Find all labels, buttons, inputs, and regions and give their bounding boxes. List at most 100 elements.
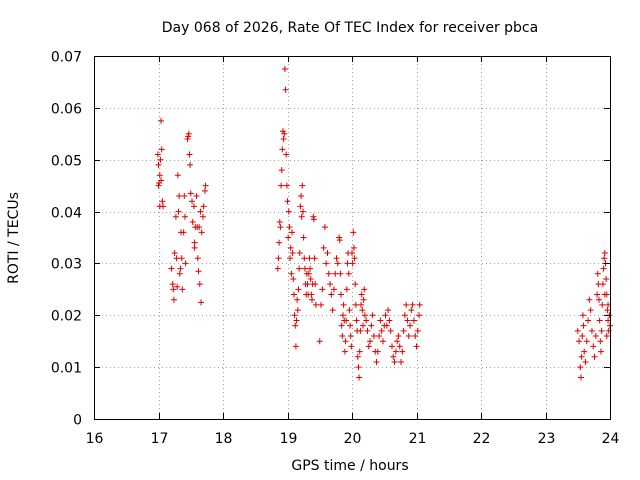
data-point: [336, 237, 343, 244]
data-point: [390, 353, 397, 360]
y-tick-label: 0.05: [51, 154, 82, 170]
x-tick-label: 20: [344, 431, 362, 447]
data-point: [191, 244, 198, 251]
data-point: [202, 182, 209, 189]
data-point: [289, 229, 296, 236]
data-point: [312, 301, 319, 308]
data-point: [360, 296, 367, 303]
data-point: [356, 348, 363, 355]
data-point: [340, 301, 347, 308]
data-point: [590, 343, 597, 350]
data-point: [155, 161, 162, 168]
data-point: [160, 203, 167, 210]
data-points: [154, 65, 613, 381]
data-point: [200, 213, 207, 220]
data-point: [310, 213, 317, 220]
data-point: [323, 260, 330, 267]
data-point: [186, 151, 193, 158]
data-point: [413, 343, 420, 350]
data-point: [298, 193, 305, 200]
data-point: [599, 281, 606, 288]
data-point: [195, 268, 202, 275]
data-point: [333, 255, 340, 262]
data-point: [291, 312, 298, 319]
data-point: [200, 203, 207, 210]
data-point: [377, 317, 384, 324]
data-point: [198, 229, 205, 236]
data-point: [284, 198, 291, 205]
data-point: [604, 307, 611, 314]
data-point: [392, 348, 399, 355]
data-point: [352, 301, 359, 308]
data-point: [332, 270, 339, 277]
data-point: [581, 348, 588, 355]
data-point: [185, 130, 192, 137]
data-point: [388, 343, 395, 350]
data-point: [194, 255, 201, 262]
data-point: [156, 172, 163, 179]
data-point: [582, 358, 589, 365]
data-point: [184, 135, 191, 142]
y-tick-label: 0.03: [51, 257, 82, 273]
data-point: [416, 312, 423, 319]
data-point: [169, 281, 176, 288]
data-point: [345, 270, 352, 277]
x-tick-label: 19: [280, 431, 298, 447]
data-point: [189, 218, 196, 225]
data-point: [347, 322, 354, 329]
data-point: [196, 224, 203, 231]
data-point: [298, 213, 305, 220]
data-point: [354, 353, 361, 360]
y-tick-label: 0.07: [51, 50, 82, 66]
data-point: [328, 291, 335, 298]
data-point: [334, 260, 341, 267]
data-point: [278, 167, 285, 174]
data-point: [385, 307, 392, 314]
data-point: [399, 348, 406, 355]
x-tick-label: 17: [151, 431, 169, 447]
data-point: [168, 265, 175, 272]
data-point: [157, 156, 164, 163]
data-point: [357, 327, 364, 334]
data-point: [185, 133, 192, 140]
y-tick-label: 0: [73, 413, 82, 429]
data-point: [403, 301, 410, 308]
data-point: [296, 250, 303, 257]
data-point: [394, 338, 401, 345]
data-point: [400, 327, 407, 334]
data-point: [309, 296, 316, 303]
data-point: [287, 255, 294, 262]
data-point: [338, 322, 345, 329]
data-point: [181, 213, 188, 220]
data-point: [299, 208, 306, 215]
data-point: [374, 348, 381, 355]
data-point: [285, 208, 292, 215]
data-point: [288, 270, 295, 277]
data-point: [391, 358, 398, 365]
data-point: [365, 343, 372, 350]
data-point: [311, 255, 318, 262]
data-point: [368, 322, 375, 329]
data-point: [276, 239, 283, 246]
data-point: [352, 281, 359, 288]
data-point: [580, 322, 587, 329]
data-point: [343, 317, 350, 324]
data-point: [587, 307, 594, 314]
data-point: [603, 333, 610, 340]
data-point: [308, 291, 315, 298]
y-tick-label: 0.01: [51, 361, 82, 377]
data-point: [295, 286, 302, 293]
data-point: [408, 307, 415, 314]
data-point: [294, 296, 301, 303]
data-point: [358, 301, 365, 308]
data-point: [176, 193, 183, 200]
y-tick-label: 0.04: [51, 206, 82, 222]
data-point: [307, 275, 314, 282]
data-point: [586, 296, 593, 303]
data-point: [378, 327, 385, 334]
data-point: [299, 182, 306, 189]
data-point: [596, 296, 603, 303]
data-point: [158, 146, 165, 153]
data-point: [585, 317, 592, 324]
data-point: [187, 190, 194, 197]
